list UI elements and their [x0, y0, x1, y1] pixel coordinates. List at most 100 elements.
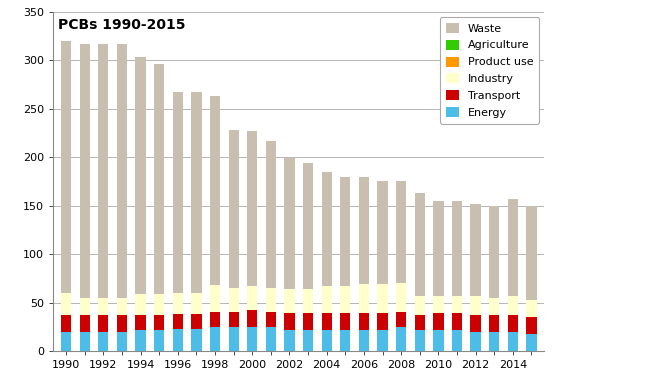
Bar: [434, 330, 444, 351]
Bar: [154, 315, 164, 330]
Bar: [303, 163, 313, 289]
Bar: [396, 327, 406, 351]
Bar: [210, 285, 220, 312]
Bar: [247, 310, 258, 327]
Bar: [527, 300, 537, 317]
Bar: [284, 313, 295, 330]
Bar: [303, 313, 313, 330]
Bar: [527, 333, 537, 351]
Bar: [266, 312, 276, 327]
Bar: [284, 158, 295, 289]
Bar: [154, 330, 164, 351]
Bar: [340, 313, 351, 330]
Bar: [80, 315, 90, 332]
Bar: [135, 294, 145, 315]
Legend: Waste, Agriculture, Product use, Industry, Transport, Energy: Waste, Agriculture, Product use, Industr…: [440, 17, 539, 124]
Bar: [210, 327, 220, 351]
Bar: [452, 313, 462, 330]
Bar: [434, 313, 444, 330]
Bar: [210, 96, 220, 285]
Bar: [135, 57, 145, 294]
Bar: [377, 181, 388, 284]
Bar: [414, 315, 425, 330]
Bar: [117, 315, 127, 332]
Bar: [471, 204, 481, 296]
Bar: [80, 332, 90, 351]
Bar: [434, 296, 444, 313]
Bar: [359, 330, 369, 351]
Bar: [452, 201, 462, 296]
Bar: [471, 315, 481, 332]
Bar: [117, 298, 127, 315]
Bar: [173, 293, 183, 314]
Bar: [508, 296, 518, 315]
Bar: [359, 284, 369, 313]
Bar: [247, 286, 258, 310]
Bar: [396, 312, 406, 327]
Bar: [173, 92, 183, 293]
Bar: [508, 332, 518, 351]
Bar: [321, 313, 332, 330]
Bar: [527, 206, 537, 300]
Bar: [61, 293, 71, 315]
Bar: [303, 289, 313, 313]
Bar: [61, 332, 71, 351]
Bar: [321, 286, 332, 313]
Bar: [117, 332, 127, 351]
Bar: [98, 298, 108, 315]
Bar: [173, 314, 183, 329]
Bar: [489, 315, 499, 332]
Bar: [359, 313, 369, 330]
Bar: [154, 294, 164, 315]
Bar: [80, 44, 90, 298]
Bar: [266, 141, 276, 288]
Bar: [247, 327, 258, 351]
Bar: [98, 44, 108, 298]
Bar: [173, 329, 183, 351]
Bar: [340, 177, 351, 286]
Bar: [377, 284, 388, 313]
Bar: [414, 330, 425, 351]
Bar: [80, 298, 90, 315]
Bar: [228, 312, 239, 327]
Bar: [98, 315, 108, 332]
Bar: [452, 296, 462, 313]
Bar: [247, 131, 258, 286]
Bar: [527, 317, 537, 333]
Bar: [191, 293, 202, 314]
Bar: [396, 181, 406, 283]
Bar: [452, 330, 462, 351]
Bar: [489, 298, 499, 315]
Bar: [228, 130, 239, 288]
Bar: [266, 288, 276, 312]
Bar: [135, 330, 145, 351]
Bar: [284, 330, 295, 351]
Bar: [191, 329, 202, 351]
Bar: [414, 296, 425, 315]
Bar: [359, 177, 369, 284]
Bar: [266, 327, 276, 351]
Bar: [471, 296, 481, 315]
Bar: [228, 288, 239, 312]
Bar: [508, 315, 518, 332]
Bar: [303, 330, 313, 351]
Bar: [377, 313, 388, 330]
Bar: [434, 201, 444, 296]
Bar: [191, 92, 202, 293]
Bar: [321, 330, 332, 351]
Bar: [117, 44, 127, 298]
Bar: [340, 330, 351, 351]
Bar: [191, 314, 202, 329]
Bar: [414, 193, 425, 296]
Bar: [154, 64, 164, 294]
Bar: [98, 332, 108, 351]
Bar: [508, 199, 518, 296]
Bar: [61, 315, 71, 332]
Bar: [210, 312, 220, 327]
Bar: [471, 332, 481, 351]
Bar: [489, 332, 499, 351]
Bar: [321, 172, 332, 286]
Text: PCBs 1990-2015: PCBs 1990-2015: [58, 18, 185, 32]
Bar: [135, 315, 145, 330]
Bar: [396, 283, 406, 312]
